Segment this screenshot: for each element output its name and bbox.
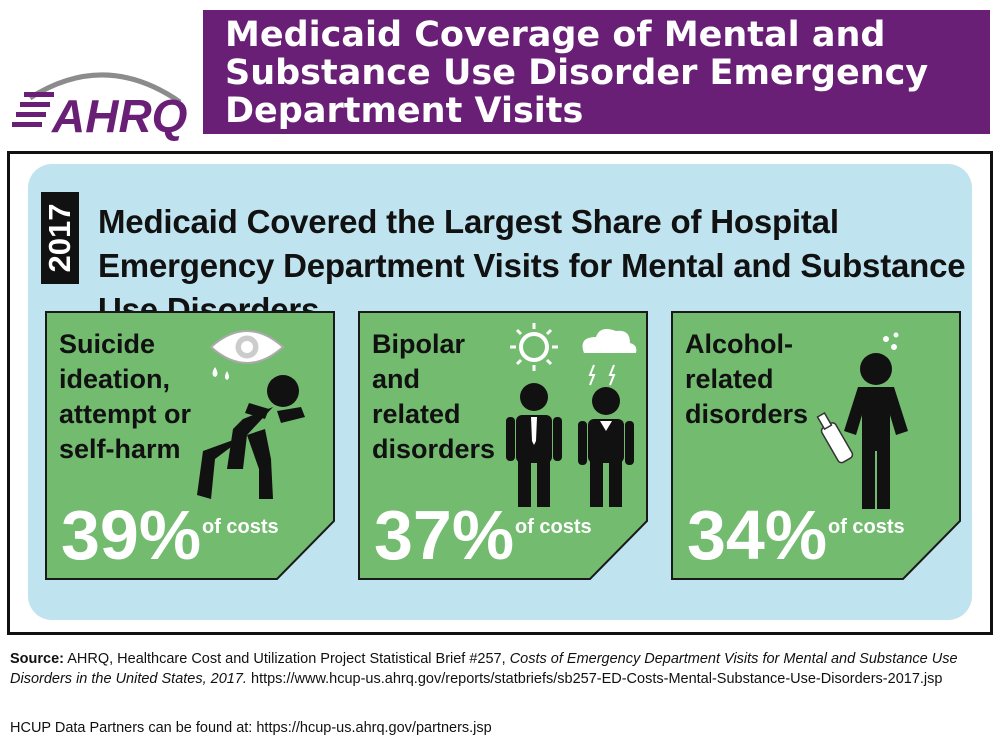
card-percent: 39% — [61, 496, 202, 574]
logo-text: AHRQ — [51, 90, 188, 142]
source-title: Costs of Emergency Department Visits for… — [10, 651, 958, 687]
card-label-line: related — [372, 399, 461, 429]
content-panel: 2017 Medicaid Covered the Largest Share … — [28, 164, 972, 620]
year-label: 2017 — [42, 203, 77, 273]
person-in-pain-icon — [197, 330, 305, 499]
card-label-line: disorders — [685, 399, 809, 429]
card-label-line: Suicide — [59, 329, 156, 359]
source-citation: Source: AHRQ, Healthcare Cost and Utiliz… — [10, 649, 990, 689]
card-label-line: disorders — [372, 434, 496, 464]
panel-title: Medicaid Covered the Largest Share of Ho… — [98, 203, 966, 328]
card-label-line: attempt or — [59, 399, 192, 429]
card-background — [45, 311, 335, 580]
card-unit: of costs — [515, 516, 592, 538]
partners-note: HCUP Data Partners can be found at: http… — [10, 720, 492, 736]
card-percent: 34% — [687, 496, 828, 574]
source-text: AHRQ, Healthcare Cost and Utilization Pr… — [67, 651, 506, 667]
card-unit: of costs — [202, 516, 279, 538]
card-label-line: and — [372, 364, 421, 394]
card-label-line: self-harm — [59, 434, 181, 464]
page-title: Medicaid Coverage of Mental and Substanc… — [225, 15, 929, 131]
source-label: Source: — [10, 651, 64, 667]
card-label: Suicide ideation, attempt or self-harm — [59, 327, 191, 467]
card-label: Alcohol- related disorders — [685, 327, 808, 432]
card-label-line: Bipolar — [372, 329, 466, 359]
card-label-line: Alcohol- — [685, 329, 793, 359]
card-background — [358, 311, 648, 580]
source-url[interactable]: https://www.hcup-us.ahrq.gov/reports/sta… — [251, 671, 943, 687]
card-unit: of costs — [828, 516, 905, 538]
card-label-line: ideation, — [59, 364, 171, 394]
header-banner: Medicaid Coverage of Mental and Substanc… — [203, 10, 990, 134]
bipolar-people-icon — [506, 323, 637, 507]
card-percent: 37% — [374, 496, 515, 574]
card-bipolar: Bipolar and related disorders — [358, 311, 648, 580]
infographic-frame: 2017 Medicaid Covered the Largest Share … — [7, 151, 993, 635]
card-suicide: Suicide ideation, attempt or self-harm 3… — [45, 311, 335, 580]
person-with-bottle-icon — [816, 332, 908, 509]
year-badge: 2017 — [41, 192, 79, 284]
card-alcohol: Alcohol- related disorders 34% of costs — [671, 311, 961, 580]
card-label-line: related — [685, 364, 774, 394]
ahrq-logo: AHRQ — [12, 72, 188, 142]
card-label: Bipolar and related disorders — [372, 327, 495, 467]
